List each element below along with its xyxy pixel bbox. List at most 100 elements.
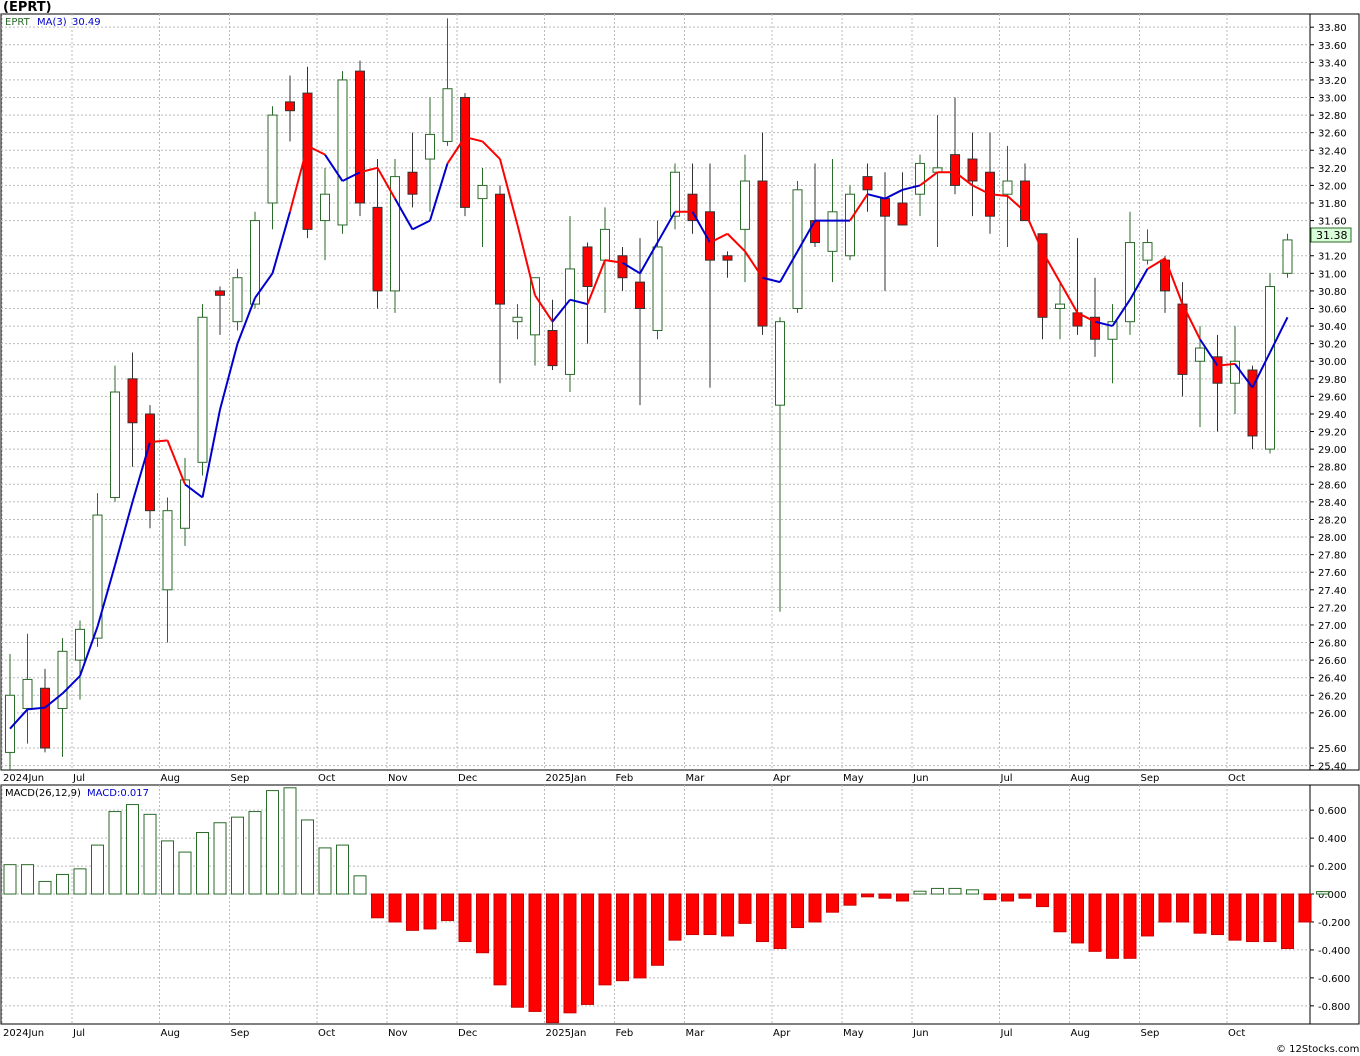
- macd-bar-negative: [668, 893, 682, 941]
- price-y-tick-label: 33.00: [1318, 94, 1347, 105]
- candle-body-down: [950, 154, 960, 186]
- price-y-tick-label: 33.60: [1318, 41, 1347, 52]
- macd-bar-positive: [108, 811, 122, 895]
- macd-bar-negative: [808, 893, 822, 923]
- macd-histogram: [3, 787, 1329, 1024]
- candle-body-up: [1055, 303, 1065, 309]
- macd-bar-positive: [56, 873, 69, 895]
- price-y-tick-label: 29.60: [1318, 392, 1347, 403]
- macd-bar-negative: [1158, 893, 1172, 923]
- macd-x-tick-label: Oct: [1228, 1028, 1245, 1039]
- ma-segment: [1181, 303, 1201, 340]
- candle-body-down: [127, 378, 138, 424]
- macd-bar-positive: [38, 880, 52, 895]
- price-x-tick-label: Aug: [1071, 773, 1091, 784]
- price-x-tick-label: Mar: [686, 773, 706, 784]
- price-y-tick-label: 26.80: [1318, 639, 1347, 650]
- macd-bar-positive: [336, 844, 349, 895]
- candle-body-up: [1107, 321, 1118, 340]
- candle-body-down: [722, 255, 733, 261]
- candle-body-up: [250, 220, 260, 305]
- candle-body-up: [1282, 239, 1293, 274]
- candle-body-down: [862, 176, 873, 191]
- ma-segment: [989, 193, 1008, 197]
- candle-body-down: [1247, 369, 1258, 437]
- macd-bar-positive: [143, 813, 157, 895]
- price-x-tick-label: Nov: [388, 773, 408, 784]
- macd-bar-negative: [388, 893, 402, 923]
- ma-segment: [621, 261, 641, 275]
- macd-x-tick-label: Sep: [231, 1028, 250, 1039]
- ma-segment: [412, 219, 431, 231]
- macd-bar-negative: [598, 893, 612, 986]
- candle-body-up: [652, 246, 663, 331]
- price-y-tick-label: 26.40: [1318, 674, 1347, 685]
- ma-segment: [201, 409, 221, 498]
- price-y-tick-label: 28.40: [1318, 498, 1347, 509]
- candle-body-up: [845, 193, 855, 257]
- candle-body-up: [512, 316, 523, 323]
- price-x-tick-label: Jul: [72, 773, 85, 784]
- macd-y-tick-label: 0.600: [1318, 806, 1347, 817]
- macd-scale-frame: [1309, 784, 1360, 1025]
- ma-segment: [61, 675, 81, 695]
- ma-segment: [551, 299, 571, 323]
- price-x-tick-label: Apr: [773, 773, 791, 784]
- macd-x-tick-label: Aug: [161, 1028, 181, 1039]
- candle-body-up: [740, 180, 750, 230]
- ma-segment: [376, 167, 396, 200]
- ma-segment: [779, 250, 799, 283]
- macd-x-tick-label: Sep: [1141, 1028, 1160, 1039]
- macd-bar-negative: [896, 893, 909, 902]
- macd-y-tick-label: -0.800: [1318, 1002, 1350, 1013]
- ma-segment: [972, 184, 991, 196]
- macd-bar-negative: [773, 893, 787, 950]
- macd-x-tick-label: Feb: [616, 1028, 634, 1039]
- candle-body-up: [267, 114, 278, 204]
- price-y-tick-label: 33.40: [1318, 58, 1347, 69]
- macd-bar-negative: [1263, 893, 1277, 943]
- macd-bar-negative: [476, 893, 489, 954]
- macd-x-tick-label: Oct: [318, 1028, 335, 1039]
- macd-bar-positive: [73, 868, 87, 895]
- macd-bar-positive: [301, 819, 314, 895]
- price-y-tick-label: 32.80: [1318, 111, 1347, 122]
- macd-bar-negative: [1106, 893, 1119, 959]
- candle-body-up: [565, 268, 575, 375]
- price-x-tick-label: Dec: [458, 773, 477, 784]
- macd-bar-negative: [1193, 893, 1207, 934]
- ma-segment: [1217, 362, 1236, 367]
- macd-bar-negative: [1001, 893, 1014, 902]
- ma-legend-value: 30.49: [72, 17, 101, 28]
- candle-body-up: [162, 510, 173, 591]
- price-y-tick-label: 31.60: [1318, 217, 1347, 228]
- macd-y-tick-labels: 0.600 0.400 0.200 0.000 -0.200 -0.400 -0.600 -0…: [1310, 806, 1350, 1013]
- price-scale-frame: [1309, 13, 1360, 771]
- candle-body-up: [390, 176, 400, 292]
- candle-body-down: [617, 255, 628, 279]
- price-y-tick-label: 27.40: [1318, 586, 1347, 597]
- macd-bar-negative: [651, 893, 664, 966]
- macd-bar-negative: [1053, 893, 1067, 933]
- ma-segment: [1094, 320, 1113, 328]
- ma-segment: [149, 439, 168, 444]
- price-y-tick-label: 28.00: [1318, 533, 1347, 544]
- price-x-tick-label: May: [843, 773, 864, 784]
- candle-body-up: [1125, 242, 1135, 323]
- candle-body-up: [337, 79, 348, 226]
- ma-segment: [604, 259, 623, 264]
- candle-body-up: [670, 171, 680, 217]
- price-y-tick-label: 33.80: [1318, 23, 1347, 34]
- macd-bar-negative: [878, 893, 892, 899]
- ma-segment: [954, 171, 974, 187]
- price-y-tick-label: 28.60: [1318, 480, 1347, 491]
- price-gridlines: [1, 14, 1310, 770]
- ma-segment: [184, 483, 204, 499]
- candle-body-down: [285, 101, 295, 112]
- macd-x-tick-label: Nov: [388, 1028, 408, 1039]
- macd-bar-positive: [248, 811, 262, 895]
- ma-segment: [867, 193, 886, 200]
- ma-segment: [44, 692, 64, 709]
- macd-bar-negative: [458, 893, 472, 943]
- macd-bar-negative: [1036, 893, 1049, 908]
